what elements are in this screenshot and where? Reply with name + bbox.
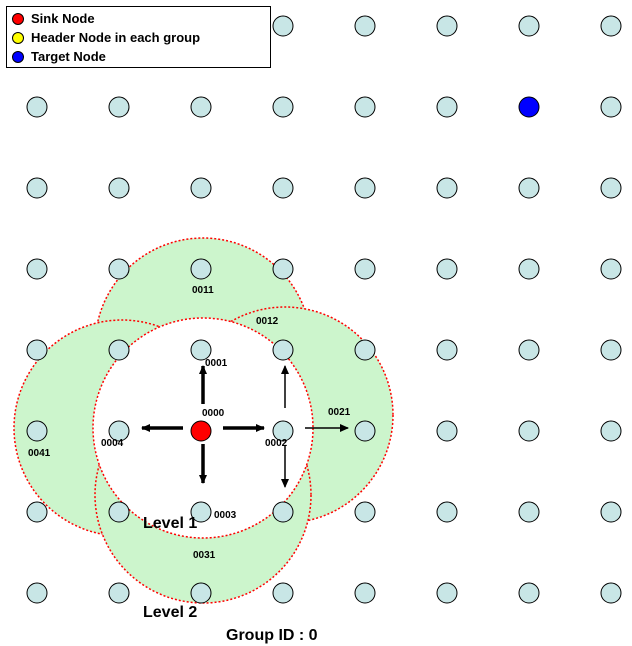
target-node <box>518 96 540 118</box>
group-label-0041: 0041 <box>28 448 51 459</box>
sensor-node <box>518 258 540 280</box>
sensor-node <box>272 420 294 442</box>
sensor-node <box>108 501 130 523</box>
sink-node <box>190 420 212 442</box>
sensor-node <box>600 15 622 37</box>
sensor-node <box>108 420 130 442</box>
group-label-0004: 0004 <box>101 438 124 449</box>
group-label-0001: 0001 <box>205 358 228 369</box>
sensor-node <box>436 177 458 199</box>
sensor-node <box>600 258 622 280</box>
red-dot-icon <box>12 12 24 25</box>
sensor-node <box>354 582 376 604</box>
yellow-dot-icon <box>12 31 24 44</box>
sensor-node <box>518 501 540 523</box>
sensor-node <box>518 420 540 442</box>
sensor-node <box>190 582 212 604</box>
sensor-node <box>26 177 48 199</box>
group-label-0003: 0003 <box>214 510 237 521</box>
propagation-arrows <box>141 365 349 488</box>
sensor-node <box>354 420 376 442</box>
sensor-node <box>272 501 294 523</box>
sensor-node <box>108 177 130 199</box>
sensor-node <box>436 258 458 280</box>
sensor-node <box>436 15 458 37</box>
caption: Group ID : 0 <box>226 627 318 644</box>
sensor-node <box>354 15 376 37</box>
sensor-node <box>190 96 212 118</box>
group-label-0021: 0021 <box>328 407 351 418</box>
sensor-node <box>354 339 376 361</box>
sensor-node-grid <box>26 15 622 604</box>
legend-item-target: Target Node <box>12 47 270 66</box>
sensor-node <box>600 501 622 523</box>
sensor-node <box>354 258 376 280</box>
legend: Sink Node Header Node in each group Targ… <box>6 6 271 68</box>
sensor-node <box>600 177 622 199</box>
sensor-node <box>272 96 294 118</box>
sensor-node <box>26 501 48 523</box>
sensor-node <box>518 177 540 199</box>
sensor-node <box>108 258 130 280</box>
sensor-node <box>108 339 130 361</box>
sensor-node <box>354 501 376 523</box>
sensor-node <box>272 582 294 604</box>
legend-label: Sink Node <box>31 11 95 26</box>
sensor-node <box>190 339 212 361</box>
sensor-node <box>600 96 622 118</box>
group-label-0031: 0031 <box>193 550 216 561</box>
sensor-node <box>26 258 48 280</box>
sensor-node <box>26 96 48 118</box>
sensor-node <box>108 96 130 118</box>
sensor-node <box>272 339 294 361</box>
sensor-node <box>600 420 622 442</box>
legend-label: Target Node <box>31 49 106 64</box>
sensor-node <box>600 339 622 361</box>
sensor-node <box>436 420 458 442</box>
group-label-0002: 0002 <box>265 438 288 449</box>
sensor-node <box>26 339 48 361</box>
sensor-node <box>518 339 540 361</box>
sensor-node <box>600 582 622 604</box>
sensor-node <box>190 258 212 280</box>
sensor-node <box>518 15 540 37</box>
legend-item-header: Header Node in each group <box>12 28 270 47</box>
sensor-node <box>26 420 48 442</box>
legend-label: Header Node in each group <box>31 30 201 45</box>
legend-item-sink: Sink Node <box>12 9 270 28</box>
sensor-node <box>436 339 458 361</box>
blue-dot-icon <box>12 50 24 63</box>
sensor-node <box>26 582 48 604</box>
group-label-0011: 0011 <box>192 285 214 296</box>
sensor-node <box>190 177 212 199</box>
sensor-node <box>518 582 540 604</box>
sensor-node <box>272 177 294 199</box>
sensor-node <box>436 582 458 604</box>
level1-label: Level 1 <box>143 515 197 532</box>
sensor-node <box>272 258 294 280</box>
sensor-node <box>436 501 458 523</box>
level2-label: Level 2 <box>143 604 197 621</box>
sensor-node <box>354 96 376 118</box>
sensor-node <box>108 582 130 604</box>
group-label-0012: 0012 <box>256 316 279 327</box>
sensor-node <box>436 96 458 118</box>
sensor-node <box>272 15 294 37</box>
group-label-0000: 0000 <box>202 408 225 419</box>
sensor-node <box>190 501 212 523</box>
sensor-node <box>354 177 376 199</box>
